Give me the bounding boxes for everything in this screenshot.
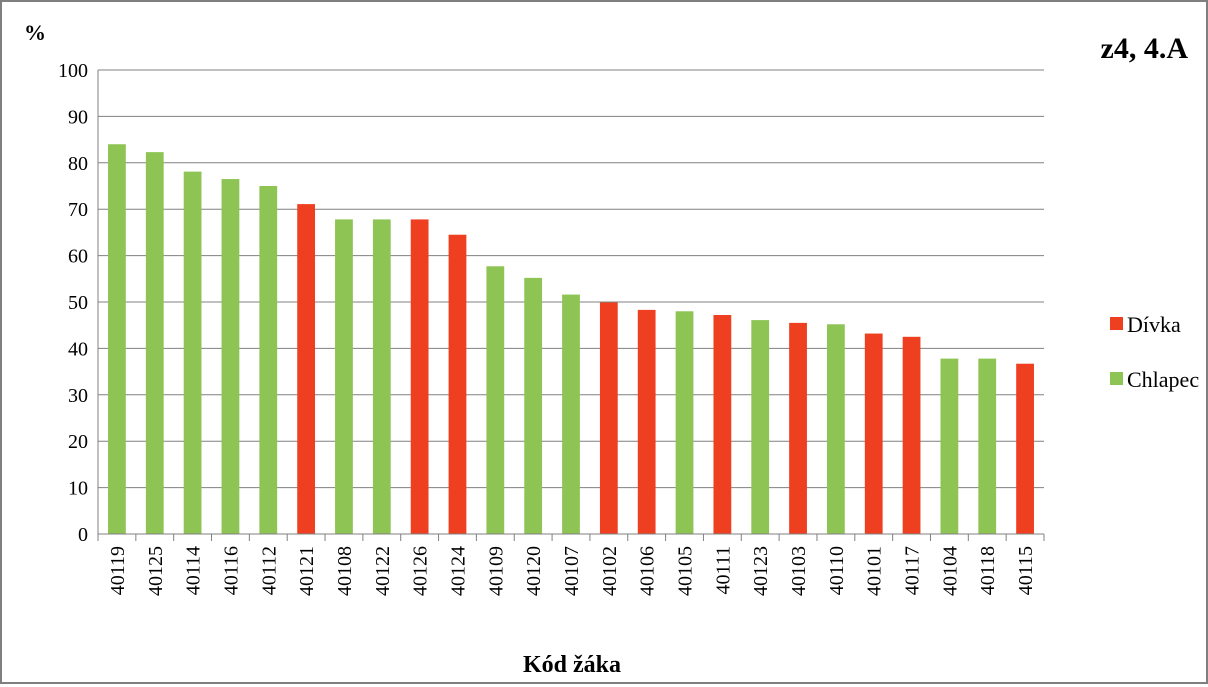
- y-tick-label: 90: [68, 106, 88, 128]
- bar-40104[interactable]: [940, 358, 959, 534]
- bar-40107[interactable]: [562, 294, 580, 534]
- y-tick-label: 70: [68, 199, 88, 221]
- y-tick-label: 60: [68, 246, 88, 268]
- bar-40125[interactable]: [145, 152, 164, 535]
- x-tick-label: 40102: [599, 546, 621, 596]
- y-tick-label: 80: [68, 153, 88, 175]
- bar-40121[interactable]: [297, 204, 316, 534]
- x-tick-label: 40107: [561, 546, 583, 596]
- bar-40106[interactable]: [637, 309, 656, 534]
- bar-40109[interactable]: [486, 266, 505, 534]
- y-tick-label: 50: [68, 292, 88, 314]
- y-axis-unit-label: %: [24, 20, 46, 45]
- bar-40112[interactable]: [259, 186, 278, 534]
- bar-40111[interactable]: [713, 314, 732, 534]
- bar-40117[interactable]: [902, 336, 921, 534]
- x-tick-label: 40123: [750, 546, 772, 596]
- x-tick-label: 40122: [372, 546, 394, 596]
- legend: Dívka Chlapec: [1110, 312, 1199, 392]
- bar-40119[interactable]: [108, 144, 126, 535]
- y-tick-label: 100: [58, 60, 88, 82]
- x-tick-label: 40101: [864, 546, 886, 596]
- bar-40123[interactable]: [751, 320, 770, 534]
- x-tick-label: 40106: [637, 546, 659, 596]
- x-tick-label: 40112: [258, 546, 280, 595]
- bars: [108, 144, 1034, 535]
- x-tick-label: 40103: [788, 546, 810, 596]
- legend-label-chlapec: Chlapec: [1127, 367, 1199, 392]
- x-tick-label: 40117: [902, 546, 924, 595]
- y-tick-label: 40: [68, 338, 88, 360]
- bar-40102[interactable]: [599, 302, 618, 534]
- legend-item-divka[interactable]: Dívka: [1110, 312, 1181, 337]
- axes: [97, 70, 1045, 541]
- x-tick-label: 40111: [712, 546, 734, 595]
- x-tick-label: 40121: [296, 546, 318, 596]
- bar-40114[interactable]: [183, 171, 202, 534]
- x-tick-label: 40118: [977, 546, 999, 595]
- x-tick-label: 40120: [523, 546, 545, 596]
- x-tick-label: 40126: [410, 546, 432, 596]
- x-tick-label: 40119: [107, 546, 129, 595]
- bar-40110[interactable]: [826, 324, 845, 534]
- bar-40124[interactable]: [448, 234, 467, 534]
- x-tick-label: 40109: [485, 546, 507, 596]
- x-tick-labels: 40119 40125 40114 40116 40112 40121 40108 40122…: [107, 546, 1037, 596]
- bar-40103[interactable]: [789, 322, 807, 534]
- bar-40116[interactable]: [221, 179, 240, 535]
- legend-item-chlapec[interactable]: Chlapec: [1110, 367, 1199, 392]
- bar-40105[interactable]: [675, 311, 694, 534]
- bar-40120[interactable]: [524, 277, 543, 534]
- x-tick-label: 40105: [675, 546, 697, 596]
- legend-label-divka: Dívka: [1127, 312, 1181, 337]
- x-tick-label: 40110: [826, 546, 848, 595]
- bar-40122[interactable]: [372, 219, 391, 534]
- bar-40101[interactable]: [864, 333, 883, 534]
- x-tick-label: 40115: [1015, 546, 1037, 595]
- bar-40115[interactable]: [1016, 363, 1034, 534]
- x-tick-label: 40114: [183, 546, 205, 595]
- x-tick-label: 40104: [939, 546, 961, 596]
- y-tick-labels: 0 10 20 30 40 50 60 70 80 90 100: [58, 60, 88, 546]
- legend-swatch-chlapec: [1110, 372, 1123, 385]
- bar-40126[interactable]: [410, 219, 429, 534]
- x-tick-label: 40125: [145, 546, 167, 596]
- legend-swatch-divka: [1110, 317, 1123, 330]
- chart-title: z4, 4.A: [1101, 32, 1189, 65]
- y-tick-label: 10: [68, 478, 88, 500]
- y-tick-label: 30: [68, 385, 88, 407]
- x-tick-label: 40116: [220, 546, 242, 595]
- x-tick-label: 40124: [447, 546, 469, 596]
- y-tick-label: 20: [68, 431, 88, 453]
- x-axis-title: Kód žáka: [523, 652, 621, 678]
- y-tick-label: 0: [78, 524, 88, 546]
- x-tick-label: 40108: [334, 546, 356, 596]
- bar-40118[interactable]: [978, 358, 997, 534]
- bar-40108[interactable]: [335, 219, 353, 534]
